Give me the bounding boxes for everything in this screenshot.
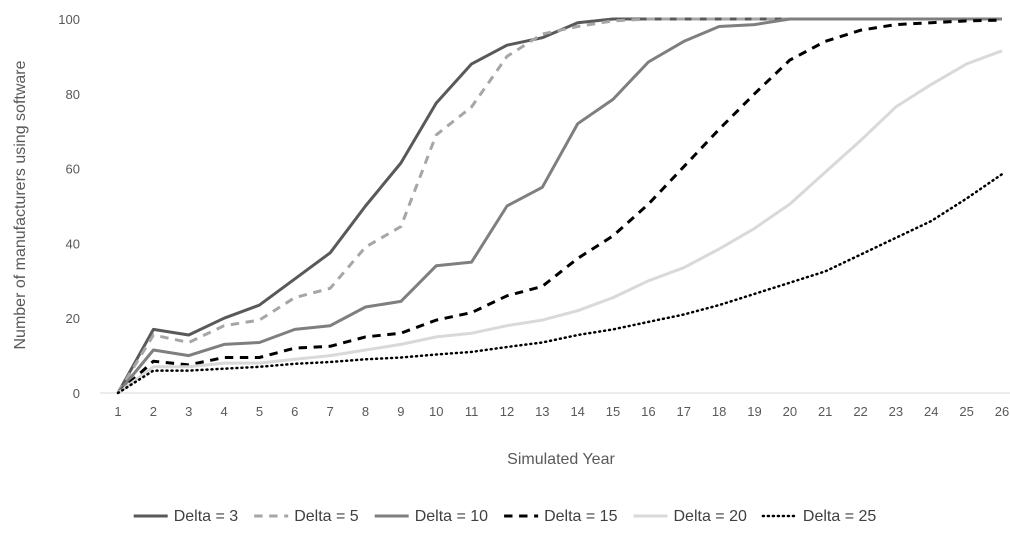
- series-line-4: [116, 18, 1003, 395]
- legend-label: Delta = 20: [674, 508, 747, 525]
- x-tick-label: 5: [256, 404, 263, 419]
- legend-label: Delta = 3: [174, 508, 239, 525]
- x-tick-label: 18: [712, 404, 726, 419]
- legend: Delta = 3 Delta = 5 Delta = 10 Delta = 15 De…: [133, 508, 876, 525]
- legend-item-6: Delta = 25: [761, 508, 876, 525]
- series-line-3: [116, 17, 1002, 394]
- x-tick-label: 2: [150, 404, 157, 419]
- x-tick-label: 26: [995, 404, 1009, 419]
- legend-item-4: Delta = 15: [504, 508, 618, 525]
- y-tick-label: 60: [66, 162, 80, 177]
- legend-item-2: Delta = 5: [254, 508, 359, 525]
- x-tick-label: 25: [959, 404, 973, 419]
- legend-label: Delta = 5: [294, 508, 359, 525]
- x-tick-label: 3: [185, 404, 192, 419]
- x-tick-label: 1: [114, 404, 121, 419]
- x-axis-title: Simulated Year: [507, 451, 615, 468]
- x-tick-label: 14: [570, 404, 584, 419]
- legend-item-1: Delta = 3: [133, 508, 239, 525]
- x-axis-ticks: 1 2 3 4 5 6 7 8 9 10 11 12 13 14 15 16 17 18 19 20 21 22 23 24 2…: [114, 404, 1009, 419]
- x-tick-label: 20: [783, 404, 797, 419]
- series-line-2: [116, 17, 1002, 394]
- x-tick-label: 10: [429, 404, 443, 419]
- x-tick-label: 21: [818, 404, 832, 419]
- x-tick-label: 7: [327, 404, 334, 419]
- y-axis-title: Number of manufacturers using software: [12, 60, 29, 349]
- y-axis-ticks: 0 20 40 60 80 100: [58, 12, 80, 401]
- x-tick-label: 12: [500, 404, 514, 419]
- x-tick-label: 13: [535, 404, 549, 419]
- y-tick-label: 100: [58, 12, 80, 27]
- series-line-1: [116, 17, 1002, 394]
- x-tick-label: 22: [853, 404, 867, 419]
- x-tick-label: 6: [291, 404, 298, 419]
- series-line-5: [117, 49, 1003, 395]
- legend-item-3: Delta = 10: [374, 508, 488, 525]
- legend-label: Delta = 25: [803, 508, 876, 525]
- x-tick-label: 4: [220, 404, 227, 419]
- x-tick-label: 9: [397, 404, 404, 419]
- legend-item-5: Delta = 20: [633, 508, 747, 525]
- x-tick-label: 17: [677, 404, 691, 419]
- x-tick-label: 11: [465, 404, 479, 419]
- series-lines: [116, 17, 1004, 395]
- y-tick-label: 40: [66, 236, 80, 251]
- x-tick-label: 24: [924, 404, 938, 419]
- series-line-6: [116, 172, 1004, 395]
- y-tick-label: 20: [66, 311, 80, 326]
- y-tick-label: 80: [66, 87, 80, 102]
- x-tick-label: 15: [606, 404, 620, 419]
- legend-label: Delta = 15: [544, 508, 617, 525]
- y-tick-label: 0: [73, 386, 80, 401]
- x-tick-label: 19: [747, 404, 761, 419]
- x-tick-label: 8: [362, 404, 369, 419]
- x-tick-label: 23: [889, 404, 903, 419]
- x-tick-label: 16: [641, 404, 655, 419]
- legend-label: Delta = 10: [415, 508, 488, 525]
